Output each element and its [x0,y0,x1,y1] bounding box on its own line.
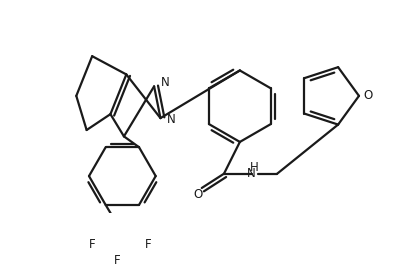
Text: O: O [193,188,202,201]
Text: F: F [89,238,95,251]
Text: F: F [144,238,151,251]
Text: H: H [250,161,259,174]
Text: N: N [167,113,176,126]
Text: F: F [114,254,121,267]
Text: N: N [246,167,255,180]
Text: N: N [161,76,169,89]
Text: O: O [364,89,373,102]
